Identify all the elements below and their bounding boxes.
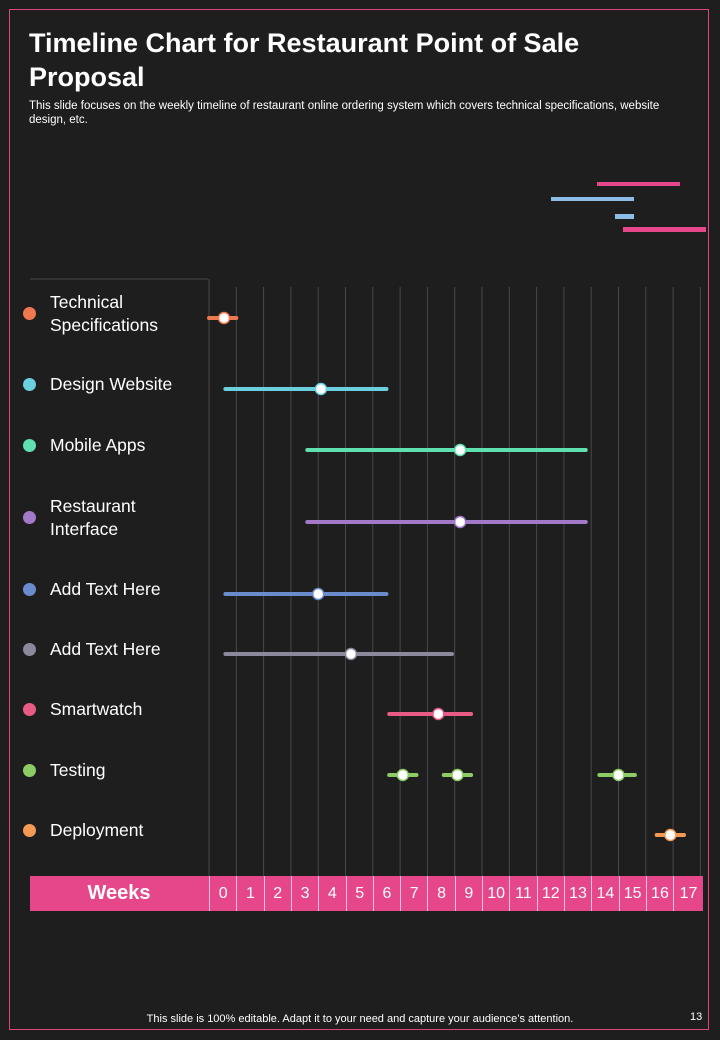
week-tick-label: 0 bbox=[209, 876, 236, 911]
timeline-marker bbox=[453, 443, 467, 457]
decorative-bar bbox=[623, 227, 706, 232]
chart-bars bbox=[207, 311, 687, 842]
legend-dot bbox=[23, 764, 36, 777]
week-tick-label: 16 bbox=[645, 876, 673, 911]
decorative-bar bbox=[551, 197, 634, 201]
timeline-marker bbox=[217, 311, 231, 325]
legend-dot bbox=[23, 824, 36, 837]
week-tick-label: 7 bbox=[400, 876, 427, 911]
legend-dot bbox=[23, 511, 36, 524]
task-label: Mobile Apps bbox=[50, 435, 146, 455]
task-label: Design Website bbox=[50, 374, 173, 394]
week-tick-label: 1 bbox=[236, 876, 263, 911]
legend-dot bbox=[23, 703, 36, 716]
week-tick-label: 13 bbox=[563, 876, 591, 911]
week-tick-label: 8 bbox=[427, 876, 454, 911]
week-tick-label: 11 bbox=[509, 876, 536, 911]
timeline-marker bbox=[612, 768, 625, 782]
task-label: Technical Specifications bbox=[50, 292, 158, 335]
week-tick-label: 9 bbox=[454, 876, 482, 911]
timeline-marker bbox=[664, 828, 677, 842]
week-tick-label: 17 bbox=[673, 876, 703, 911]
legend-dot bbox=[23, 583, 36, 596]
slide-border bbox=[9, 9, 709, 1030]
task-label: Deployment bbox=[50, 820, 144, 840]
page-number: 13 bbox=[690, 1011, 703, 1023]
timeline-marker bbox=[311, 587, 325, 601]
timeline-marker bbox=[432, 707, 445, 721]
timeline-marker bbox=[451, 768, 464, 782]
legend-dot bbox=[23, 307, 36, 320]
decorative-bars bbox=[551, 182, 706, 232]
week-tick-label: 14 bbox=[591, 876, 618, 911]
task-label: Smartwatch bbox=[50, 699, 143, 719]
legend-dot bbox=[23, 439, 36, 452]
timeline-marker bbox=[396, 768, 410, 782]
slide-subtitle: This slide focuses on the weekly timelin… bbox=[29, 100, 660, 126]
weeks-axis-label: Weeks bbox=[87, 882, 151, 904]
legend-dot bbox=[23, 378, 36, 391]
legend-dot bbox=[23, 643, 36, 656]
slide-title: Timeline Chart for Restaurant Point of S… bbox=[29, 28, 580, 92]
week-tick-label: 5 bbox=[345, 876, 373, 911]
week-tick-label: 10 bbox=[482, 876, 509, 911]
timeline-marker bbox=[453, 515, 467, 529]
task-label: Testing bbox=[50, 760, 106, 780]
week-tick-label: 12 bbox=[536, 876, 564, 911]
decorative-bar bbox=[615, 214, 634, 219]
footer-text: This slide is 100% editable. Adapt it to… bbox=[146, 1013, 574, 1025]
weeks-axis-bar bbox=[30, 876, 703, 911]
task-label: Add Text Here bbox=[50, 639, 161, 659]
week-tick-label: 3 bbox=[290, 876, 318, 911]
week-tick-label: 4 bbox=[318, 876, 345, 911]
week-tick-label: 6 bbox=[372, 876, 400, 911]
week-tick-label: 15 bbox=[618, 876, 646, 911]
week-tick-label: 2 bbox=[263, 876, 291, 911]
task-label: Add Text Here bbox=[50, 579, 161, 599]
timeline-marker bbox=[314, 382, 328, 396]
decorative-bar bbox=[597, 182, 680, 186]
timeline-marker bbox=[344, 647, 358, 661]
task-label: Restaurant Interface bbox=[50, 496, 136, 539]
